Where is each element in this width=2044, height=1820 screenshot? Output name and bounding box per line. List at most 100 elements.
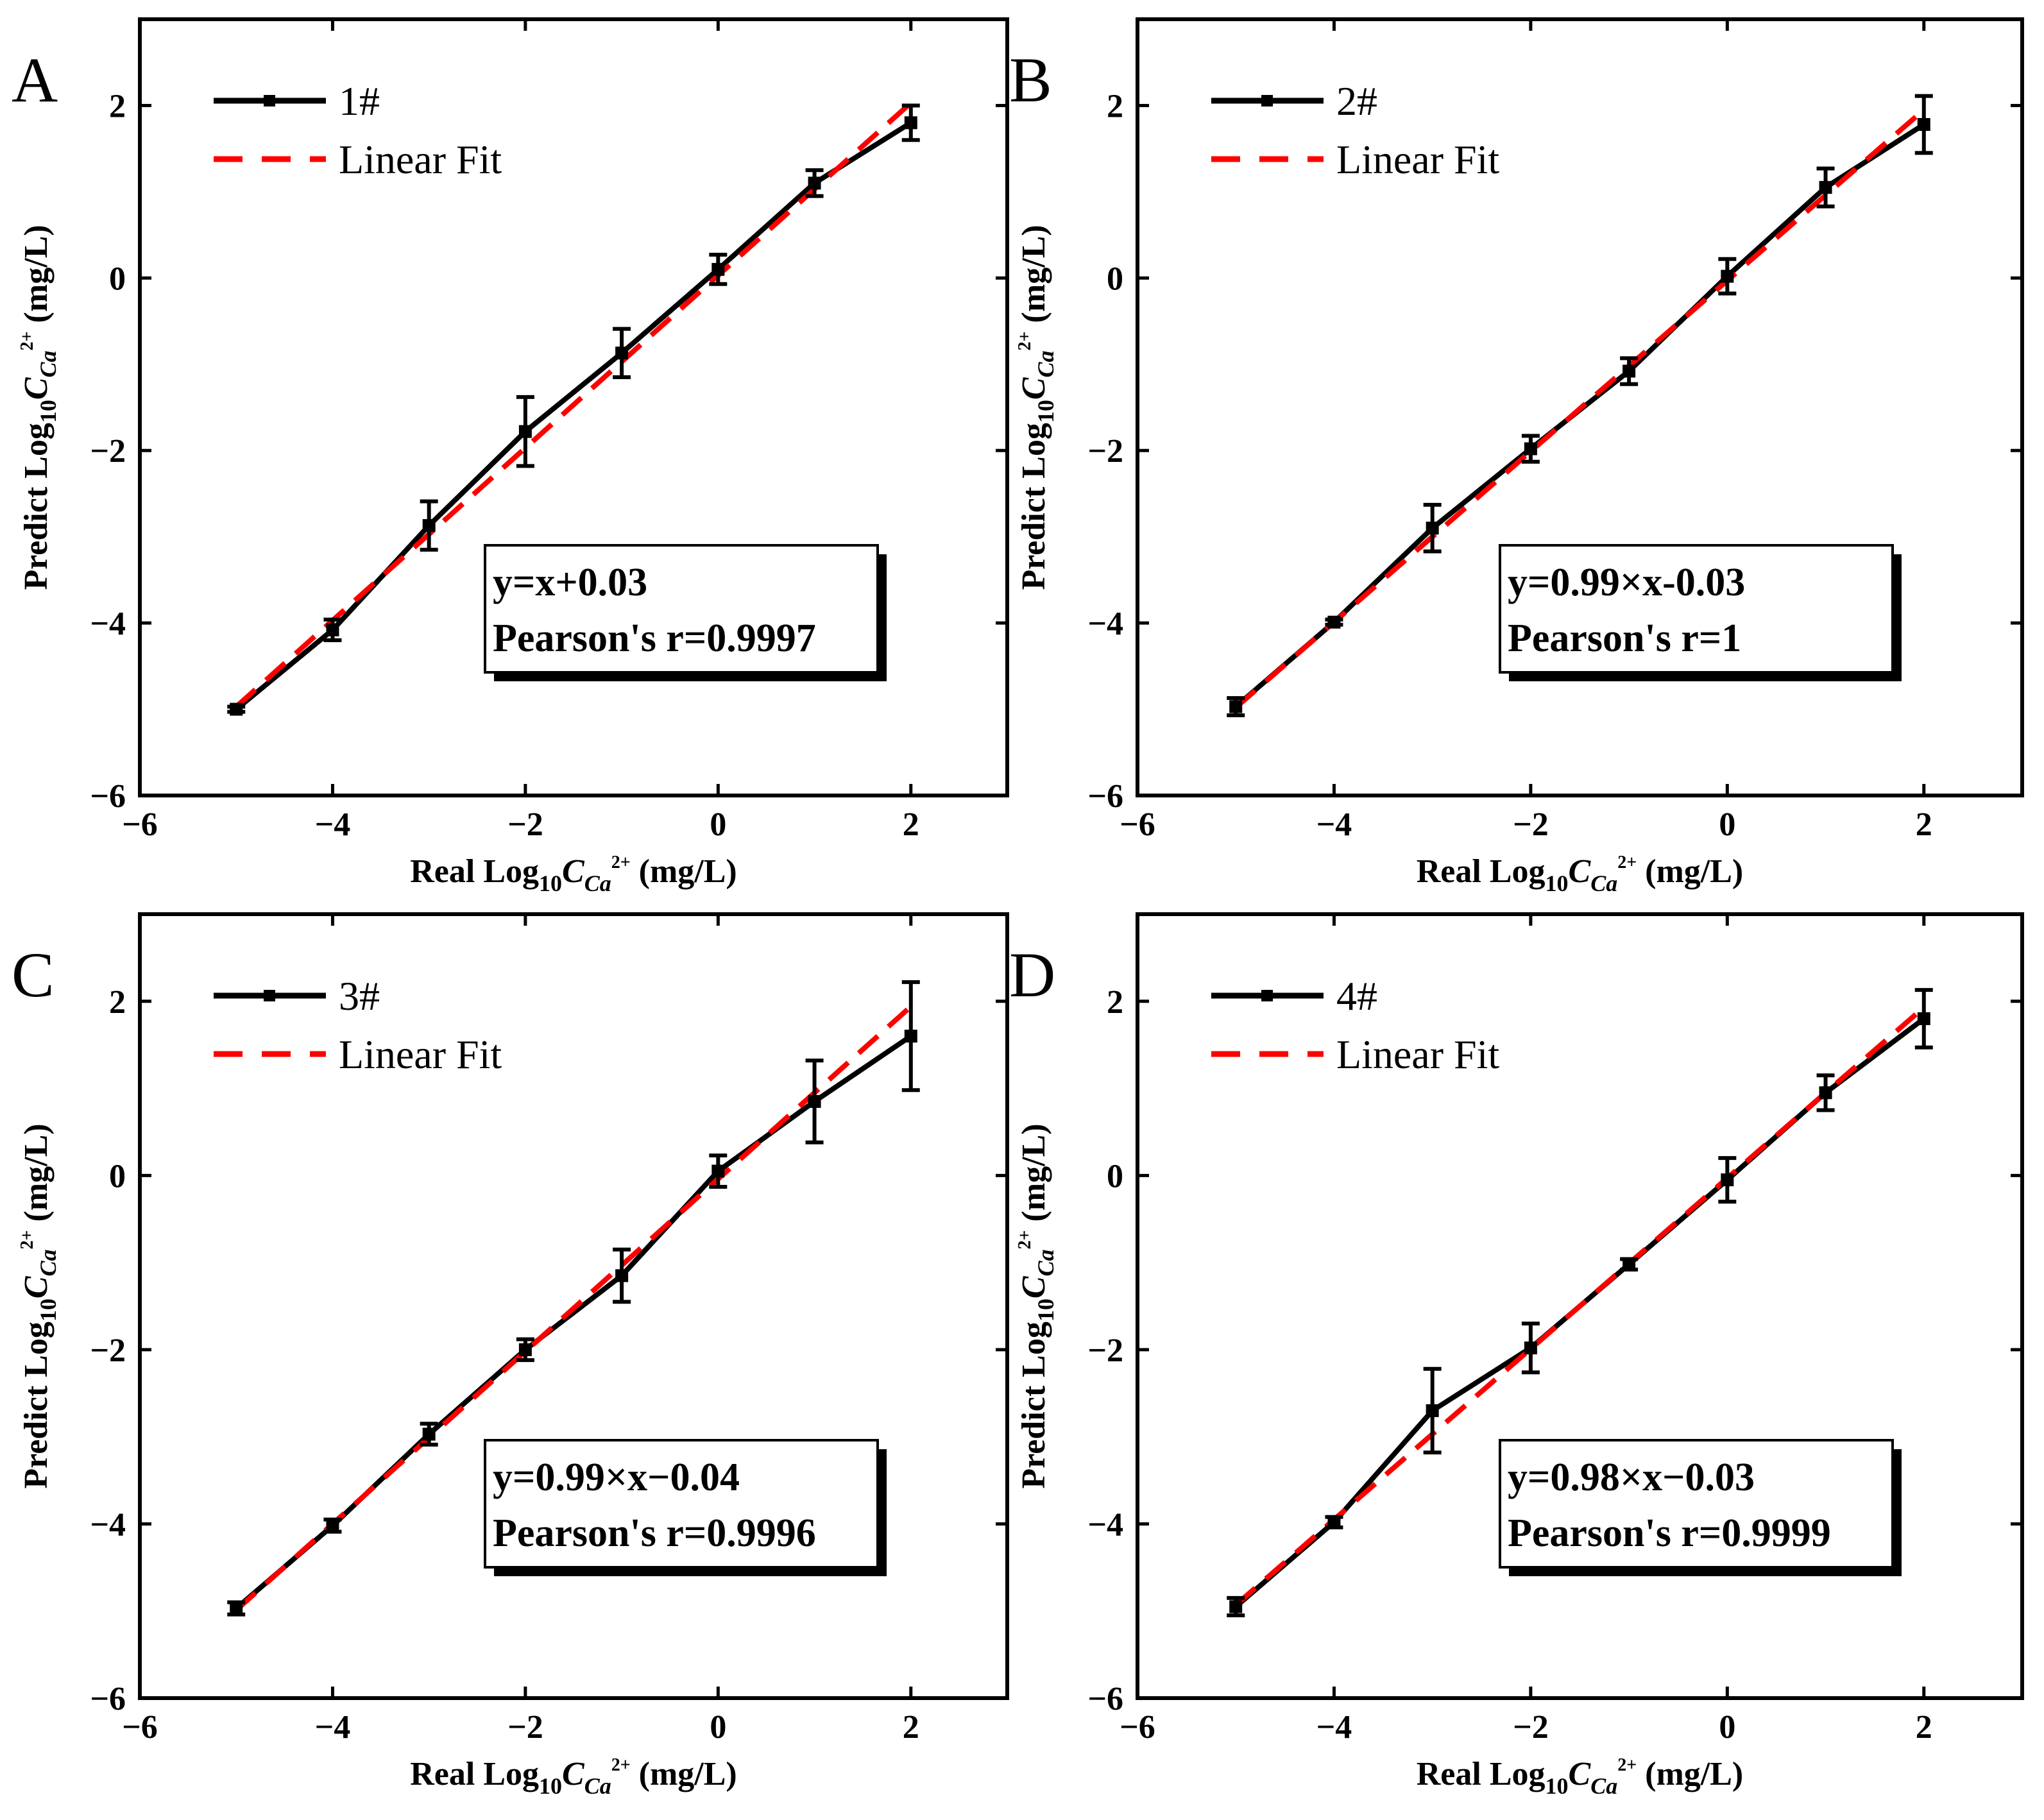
panel-letter: C	[12, 939, 55, 1010]
linear-fit-line	[1234, 108, 1926, 710]
equation-box	[484, 1439, 879, 1569]
x-tick-label: −6	[1120, 806, 1155, 843]
x-axis-title-var: C	[562, 853, 585, 890]
y-axis-title-unit: (mg/L)	[18, 225, 55, 331]
y-tick-label: 0	[1107, 1158, 1123, 1195]
data-point	[1622, 1257, 1636, 1271]
y-axis-title: Predict Log10CCa2+ (mg/L)	[1015, 1123, 1059, 1488]
x-axis-title-sub: 10	[539, 871, 562, 896]
data-point	[1327, 1515, 1341, 1529]
legend-data-label: 1#	[339, 78, 380, 124]
fit-equation: y=0.99×x-0.03	[1508, 561, 1745, 604]
x-axis-title-unit: (mg/L)	[631, 1756, 737, 1792]
data-point	[711, 262, 725, 276]
x-axis-title: Real Log10CCa2+ (mg/L)	[1417, 1755, 1744, 1799]
equation-box	[1499, 1439, 1894, 1569]
y-axis-title-unit: (mg/L)	[18, 1123, 55, 1230]
data-point	[1917, 118, 1930, 132]
y-tick-label: −2	[90, 433, 126, 470]
data-point	[1721, 269, 1734, 283]
linear-fit-line	[1234, 1005, 1926, 1607]
x-tick-label: −4	[315, 806, 351, 843]
y-axis-title-sup: 2+	[1015, 331, 1035, 350]
pearson-r: Pearson's r=0.9996	[493, 1511, 816, 1555]
data-point	[518, 1343, 532, 1356]
x-axis-title-var: C	[1569, 1756, 1592, 1792]
x-axis-title-unit: (mg/L)	[1637, 853, 1743, 890]
x-axis-title-varsub: Ca	[584, 871, 611, 896]
data-point	[904, 116, 917, 130]
data-point	[422, 1427, 436, 1441]
data-point	[1327, 615, 1341, 629]
panel-letter: D	[1009, 939, 1055, 1010]
y-axis-title-sup: 2+	[17, 1230, 37, 1249]
x-tick-label: 0	[1719, 1709, 1735, 1746]
y-tick-label: 2	[1107, 984, 1123, 1021]
legend-data-marker	[264, 95, 275, 106]
data-point	[1524, 1341, 1537, 1355]
x-tick-label: 2	[903, 806, 919, 843]
y-tick-label: 0	[109, 260, 126, 297]
y-axis-title-varsub: Ca	[35, 350, 61, 377]
data-point	[1721, 1173, 1734, 1187]
y-axis-title-pre: Predict Log	[1016, 1322, 1052, 1488]
y-axis-title-sub: 10	[1033, 400, 1059, 423]
x-tick-label: −6	[1120, 1709, 1155, 1746]
y-tick-label: −4	[1087, 606, 1123, 642]
x-axis-title: Real Log10CCa2+ (mg/L)	[1417, 853, 1744, 896]
x-axis-title-var: C	[1569, 853, 1592, 890]
x-axis-title-pre: Real Log	[410, 853, 539, 890]
data-point	[808, 1094, 821, 1108]
y-tick-label: 2	[1107, 88, 1123, 124]
x-tick-label: −6	[122, 1709, 158, 1746]
x-tick-label: 0	[1719, 806, 1735, 843]
data-point	[1819, 1086, 1832, 1100]
x-tick-label: −2	[507, 1709, 543, 1746]
data-series-line	[234, 1033, 913, 1611]
y-tick-label: −4	[90, 1506, 126, 1543]
plot-frame	[138, 17, 1009, 797]
y-axis-title-pre: Predict Log	[1016, 423, 1052, 590]
data-point	[1229, 1600, 1243, 1613]
x-tick-label: 0	[710, 806, 726, 843]
y-tick-label: −6	[90, 778, 126, 815]
x-tick-label: −4	[1316, 1709, 1352, 1746]
data-point	[1426, 1404, 1439, 1417]
x-axis-title-sub: 10	[1546, 1773, 1569, 1799]
x-axis-title-varsub: Ca	[1590, 871, 1617, 896]
x-tick-label: 2	[1916, 1709, 1932, 1746]
x-tick-label: 2	[1916, 806, 1932, 843]
x-axis-title: Real Log10CCa2+ (mg/L)	[410, 1755, 737, 1799]
x-axis-title-sup: 2+	[1617, 1755, 1637, 1775]
y-axis-title-pre: Predict Log	[18, 423, 55, 590]
legend-data-marker	[1261, 990, 1273, 1001]
y-axis-title-sub: 10	[35, 1298, 61, 1322]
panel-letter: B	[1009, 44, 1052, 115]
x-tick-label: −6	[122, 806, 158, 843]
plot-frame	[1136, 912, 2024, 1700]
x-axis-title-sup: 2+	[611, 1755, 631, 1775]
pearson-r: Pearson's r=0.9999	[1508, 1511, 1831, 1555]
y-axis-title-var: C	[1016, 1275, 1052, 1298]
x-tick-label: −2	[1513, 806, 1549, 843]
pearson-r: Pearson's r=1	[1508, 617, 1741, 660]
x-tick-label: −4	[315, 1709, 351, 1746]
plot-frame	[138, 912, 1009, 1700]
equation-box	[1499, 544, 1894, 674]
y-axis-title-unit: (mg/L)	[1016, 225, 1052, 331]
legend-data-marker	[264, 990, 275, 1001]
x-axis-title-varsub: Ca	[584, 1773, 611, 1799]
data-point	[1524, 442, 1537, 455]
x-tick-label: −2	[1513, 1709, 1549, 1746]
y-axis-title-var: C	[1016, 377, 1052, 400]
x-axis-title-varsub: Ca	[1590, 1773, 1617, 1799]
y-tick-label: 0	[109, 1158, 126, 1195]
y-tick-label: 2	[109, 984, 126, 1021]
x-tick-label: 0	[710, 1709, 726, 1746]
y-tick-label: −4	[90, 606, 126, 642]
y-axis-title-pre: Predict Log	[18, 1322, 55, 1488]
x-tick-label: 2	[903, 1709, 919, 1746]
